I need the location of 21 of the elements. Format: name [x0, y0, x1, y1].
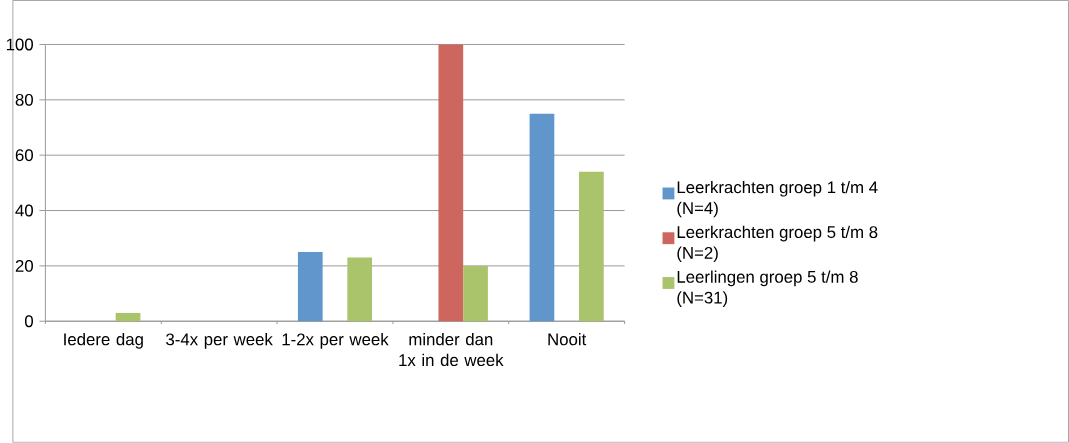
- y-tick-label: 80: [15, 93, 33, 106]
- y-tick-label: 20: [15, 260, 33, 272]
- x-tick-label: Nooit: [548, 333, 587, 346]
- y-tick-label: 100: [6, 38, 33, 51]
- bar: [579, 171, 604, 322]
- y-tick-label: 0: [24, 315, 33, 328]
- x-tick-label: Iedere dag: [64, 333, 143, 349]
- legend-label: Leerkrachten groep 1 t/m 4 (N=4): [677, 181, 878, 218]
- bar: [297, 252, 323, 322]
- y-tick-label: 60: [15, 149, 33, 162]
- legend-label: Leerlingen groep 5 t/m 8 (N=31): [677, 270, 858, 307]
- bar: [529, 113, 555, 322]
- bar: [115, 313, 141, 322]
- bar: [463, 265, 488, 322]
- y-tick-label: 40: [15, 204, 33, 217]
- x-tick-label: 1-2x per week: [282, 333, 389, 349]
- legend-label: Leerkrachten groep 5 t/m 8 (N=2): [677, 225, 878, 263]
- x-tick-label: minder dan 1x in de week: [399, 333, 504, 367]
- bar: [347, 257, 373, 322]
- bar: [438, 44, 464, 322]
- x-tick-label: 3-4x per week: [166, 333, 273, 349]
